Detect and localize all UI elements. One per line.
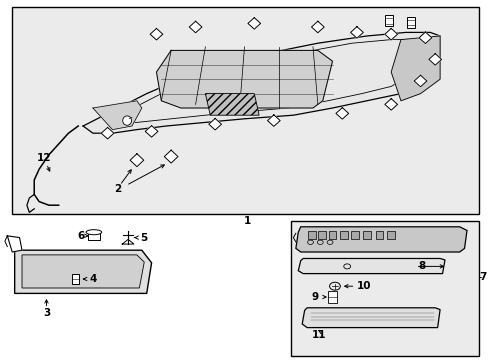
Bar [406, 17, 414, 28]
Text: 7: 7 [478, 272, 486, 282]
Bar [384, 15, 392, 26]
Polygon shape [311, 21, 324, 33]
Polygon shape [335, 108, 348, 119]
Bar [350, 231, 358, 239]
Polygon shape [122, 239, 134, 244]
Bar [386, 231, 394, 239]
Polygon shape [101, 127, 114, 139]
Bar [307, 231, 315, 239]
Polygon shape [384, 99, 397, 110]
Polygon shape [22, 255, 144, 288]
Ellipse shape [122, 116, 131, 125]
Polygon shape [7, 236, 22, 252]
Polygon shape [205, 94, 259, 115]
Text: 4: 4 [89, 274, 97, 284]
Polygon shape [189, 21, 202, 33]
Polygon shape [267, 115, 280, 126]
Polygon shape [150, 28, 163, 40]
Polygon shape [164, 150, 178, 163]
Text: 1: 1 [243, 216, 250, 226]
Text: 2: 2 [114, 184, 121, 194]
Text: 11: 11 [311, 330, 326, 340]
Text: 10: 10 [356, 281, 371, 291]
Text: 9: 9 [311, 292, 318, 302]
Polygon shape [418, 32, 431, 44]
Bar [362, 231, 370, 239]
Bar [72, 274, 79, 284]
Polygon shape [302, 308, 439, 328]
Polygon shape [15, 250, 151, 293]
Polygon shape [208, 118, 221, 130]
Polygon shape [384, 28, 397, 40]
Ellipse shape [86, 230, 102, 235]
Polygon shape [83, 32, 439, 133]
Polygon shape [130, 154, 143, 167]
Polygon shape [298, 258, 444, 274]
Text: 6: 6 [77, 231, 84, 241]
Polygon shape [413, 75, 426, 87]
Text: 8: 8 [417, 261, 424, 271]
Bar [290, 221, 478, 356]
Polygon shape [247, 18, 260, 29]
Polygon shape [390, 36, 439, 101]
Bar [317, 231, 325, 239]
Bar [375, 231, 383, 239]
Polygon shape [295, 227, 466, 252]
Polygon shape [145, 126, 158, 137]
Bar [12, 7, 478, 214]
Bar [327, 291, 337, 303]
Bar [328, 231, 336, 239]
Bar [339, 231, 347, 239]
Text: 5: 5 [141, 233, 147, 243]
Polygon shape [428, 54, 441, 65]
Text: 3: 3 [43, 308, 50, 318]
Polygon shape [156, 50, 332, 108]
Bar [88, 232, 100, 240]
Text: 12: 12 [37, 153, 51, 163]
Polygon shape [93, 101, 142, 130]
Polygon shape [350, 27, 363, 38]
